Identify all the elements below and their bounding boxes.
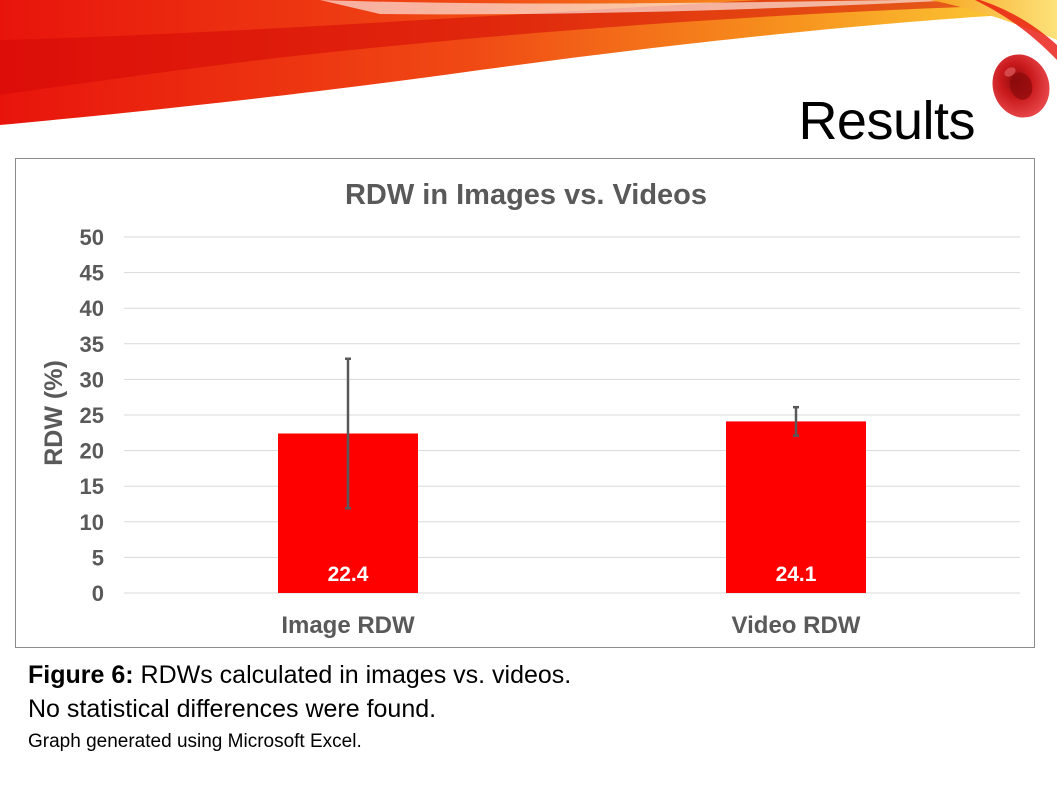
x-category-label: Image RDW: [281, 612, 415, 639]
y-tick-label: 20: [80, 439, 104, 464]
gridlines: [124, 236, 1020, 594]
caption-figure-text: RDWs calculated in images vs. videos.: [133, 661, 572, 689]
y-tick-label: 15: [80, 474, 104, 499]
figure-caption: Figure 6: RDWs calculated in images vs. …: [28, 658, 571, 758]
chart-frame: RDW in Images vs. Videos RDW (%) 0 5 10 15 2…: [15, 158, 1035, 648]
y-tick-label: 40: [80, 296, 104, 321]
data-label: 24.1: [776, 563, 817, 586]
y-tick-label: 5: [92, 545, 104, 570]
y-tick-label: 30: [80, 367, 104, 392]
bar: [726, 421, 866, 593]
bar-chart: RDW in Images vs. Videos RDW (%) 0 5 10 15 2…: [40, 179, 1020, 639]
y-tick-label: 0: [92, 581, 104, 606]
y-tick-label: 45: [80, 261, 104, 286]
data-label: 22.4: [328, 563, 369, 586]
y-tick-label: 25: [80, 403, 104, 428]
caption-line-1: Figure 6: RDWs calculated in images vs. …: [28, 658, 571, 692]
chart-title: RDW in Images vs. Videos: [345, 179, 707, 211]
header-swoosh-decoration: [0, 0, 1057, 125]
x-category-labels: Image RDW Video RDW: [281, 612, 860, 639]
data-labels: 22.4 24.1: [328, 563, 817, 586]
red-blood-cell-icon: [992, 54, 1050, 118]
caption-source-note: Graph generated using Microsoft Excel.: [28, 731, 362, 752]
y-tick-label: 10: [80, 510, 104, 535]
bars: [278, 421, 866, 593]
error-bars: [345, 357, 799, 510]
caption-figure-label: Figure 6:: [28, 661, 134, 689]
y-tick-labels: 0 5 10 15 20 25 30 35 40 45 50: [80, 225, 104, 606]
y-tick-label: 35: [80, 332, 104, 357]
caption-line-2: No statistical differences were found.: [28, 695, 437, 723]
y-axis-label: RDW (%): [40, 360, 68, 466]
slide-title: Results: [798, 91, 975, 151]
y-tick-label: 50: [80, 225, 104, 250]
x-category-label: Video RDW: [732, 612, 861, 639]
